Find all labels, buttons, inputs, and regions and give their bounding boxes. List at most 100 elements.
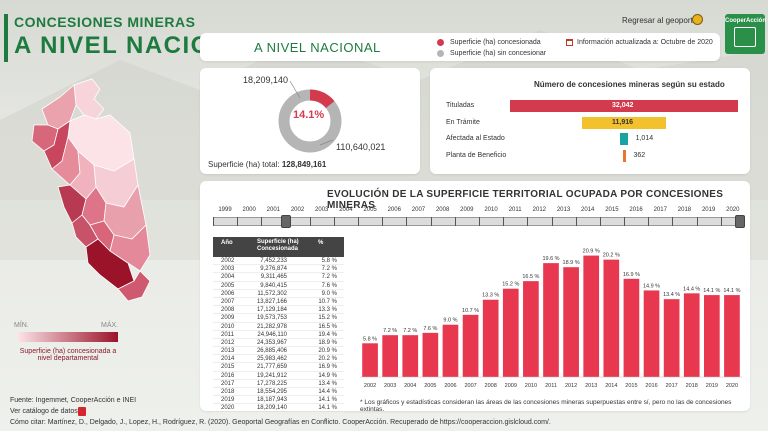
timeline-year[interactable]: 2013 bbox=[556, 207, 571, 213]
timeline-year[interactable]: 2019 bbox=[701, 207, 716, 213]
timeline-year[interactable]: 2007 bbox=[411, 207, 426, 213]
timeline-tick bbox=[648, 217, 650, 226]
timeline-year[interactable]: 2000 bbox=[242, 207, 256, 213]
state-bar[interactable] bbox=[620, 133, 628, 145]
bar[interactable] bbox=[583, 255, 600, 377]
state-value: 32,042 bbox=[612, 102, 634, 109]
bar-label: 16.9 % bbox=[623, 272, 640, 278]
cell-sup: 26,885,406 bbox=[256, 348, 287, 355]
timeline-year[interactable]: 2005 bbox=[363, 207, 377, 213]
timeline-year[interactable]: 2009 bbox=[460, 207, 474, 213]
year-range-slider[interactable]: 1999 2000 2001 2002 2003 2004 2005 2006 2007 2008… bbox=[213, 207, 745, 229]
bar[interactable] bbox=[402, 335, 419, 377]
leader-line bbox=[289, 80, 301, 99]
bar[interactable] bbox=[382, 335, 398, 377]
cell-year: 2018 bbox=[221, 389, 235, 395]
state-value: 1,014 bbox=[635, 135, 654, 142]
source-text: Fuente: Ingemmet, CooperAcción e INEI bbox=[10, 397, 137, 404]
bar[interactable] bbox=[704, 295, 720, 377]
timeline-year[interactable]: 2003 bbox=[315, 207, 329, 213]
bar[interactable] bbox=[502, 288, 519, 377]
bar[interactable] bbox=[563, 267, 579, 377]
back-to-geoportal-link[interactable]: Regresar al geoportal bbox=[622, 16, 699, 25]
bar[interactable] bbox=[362, 343, 378, 377]
bar[interactable] bbox=[603, 259, 620, 377]
footnote: * Los gráficos y estadísticas consideran… bbox=[360, 399, 732, 413]
cell-pct: 14.4 % bbox=[318, 389, 337, 395]
timeline-year[interactable]: 2002 bbox=[290, 207, 305, 213]
donut-slice-concesionada[interactable] bbox=[278, 89, 342, 153]
state-bar[interactable] bbox=[510, 100, 738, 112]
bar[interactable] bbox=[663, 299, 680, 377]
cell-sup: 9,276,874 bbox=[260, 266, 287, 273]
bar[interactable] bbox=[724, 295, 740, 377]
table-row: 2007 13,827,166 10.7 % bbox=[213, 298, 344, 307]
timeline-year[interactable]: 2017 bbox=[653, 207, 667, 213]
timeline-tick bbox=[454, 217, 456, 226]
donut-sin-value: 110,640,021 bbox=[336, 142, 386, 152]
state-bar[interactable] bbox=[622, 150, 626, 162]
legend-sin-label: Superficie (ha) sin concesionar bbox=[450, 50, 547, 57]
bar-label: 14.1 % bbox=[723, 288, 740, 294]
timeline-year[interactable]: 2011 bbox=[508, 207, 522, 213]
timeline-year[interactable]: 2001 bbox=[266, 207, 281, 213]
bar[interactable] bbox=[523, 281, 539, 377]
bar[interactable] bbox=[643, 290, 660, 377]
timeline-year[interactable]: 2016 bbox=[629, 207, 643, 213]
timeline-year[interactable]: 2004 bbox=[339, 207, 353, 213]
cell-year: 2010 bbox=[221, 323, 235, 330]
cell-year: 2009 bbox=[221, 315, 235, 322]
bar[interactable] bbox=[543, 263, 559, 377]
citation-text: Cómo citar: Martínez, D., Delgado, J., L… bbox=[10, 419, 551, 426]
legend-concesionada-label: Superficie (ha) concesionada bbox=[450, 39, 541, 46]
legend-concesionada-dot bbox=[437, 39, 444, 46]
bar-label: 19.6 % bbox=[542, 256, 559, 262]
cell-year: 2002 bbox=[221, 258, 235, 264]
data-table: Año Superficie (ha) Concesionada % 2002 7… bbox=[213, 237, 344, 413]
x-tick-label: 2006 bbox=[444, 383, 456, 389]
cell-pct: 14.1 % bbox=[318, 397, 337, 404]
bar[interactable] bbox=[683, 293, 700, 377]
timeline-year[interactable]: 2012 bbox=[532, 207, 547, 213]
timeline-year[interactable]: 1999 bbox=[218, 207, 232, 213]
timeline-tick bbox=[237, 217, 239, 226]
cell-pct: 14.9 % bbox=[318, 372, 337, 379]
timeline-tick bbox=[213, 217, 214, 226]
state-title: Número de concesiones mineras según su e… bbox=[534, 80, 725, 89]
timeline-tick bbox=[551, 217, 553, 226]
cell-year: 2013 bbox=[221, 348, 235, 355]
bar[interactable] bbox=[442, 324, 459, 377]
catalog-link[interactable]: Ver catálogo de datos bbox=[10, 408, 78, 415]
bar[interactable] bbox=[623, 278, 640, 377]
evolution-panel: EVOLUCIÓN DE LA SUPERFICIE TERRITORIAL O… bbox=[200, 181, 750, 413]
timeline-tick bbox=[430, 217, 432, 226]
cell-year: 2012 bbox=[221, 339, 235, 346]
timeline-tick bbox=[309, 217, 311, 226]
timeline-year[interactable]: 2010 bbox=[484, 207, 498, 213]
cell-pct: 16.9 % bbox=[318, 364, 337, 371]
header-pct: % bbox=[318, 240, 324, 246]
peru-choropleth-map[interactable] bbox=[14, 75, 154, 315]
slider-handle[interactable] bbox=[280, 215, 291, 228]
cell-sup: 7,452,233 bbox=[260, 258, 287, 264]
pdf-icon[interactable] bbox=[78, 407, 86, 416]
timeline-year[interactable]: 2008 bbox=[435, 207, 450, 213]
timeline-year[interactable]: 2018 bbox=[677, 207, 692, 213]
timeline-year[interactable]: 2020 bbox=[726, 207, 740, 213]
timeline-year[interactable]: 2014 bbox=[581, 207, 595, 213]
bar-label: 14.9 % bbox=[643, 283, 660, 289]
bar[interactable] bbox=[422, 332, 439, 377]
timeline-year[interactable]: 2015 bbox=[605, 207, 619, 213]
geoportal-home-icon[interactable] bbox=[692, 14, 703, 25]
title-accent-bar bbox=[4, 14, 8, 62]
cell-sup: 17,129,184 bbox=[256, 307, 287, 314]
state-label: Tituladas bbox=[446, 102, 475, 109]
x-tick-label: 2015 bbox=[625, 383, 637, 389]
table-row: 2015 21,777,659 16.9 % bbox=[213, 363, 344, 372]
slider-handle[interactable] bbox=[735, 215, 745, 228]
bar[interactable] bbox=[482, 299, 499, 377]
timeline-year[interactable]: 2006 bbox=[387, 207, 401, 213]
bar[interactable] bbox=[462, 314, 479, 377]
cell-pct: 10.7 % bbox=[318, 298, 337, 305]
state-bar[interactable] bbox=[581, 117, 667, 129]
